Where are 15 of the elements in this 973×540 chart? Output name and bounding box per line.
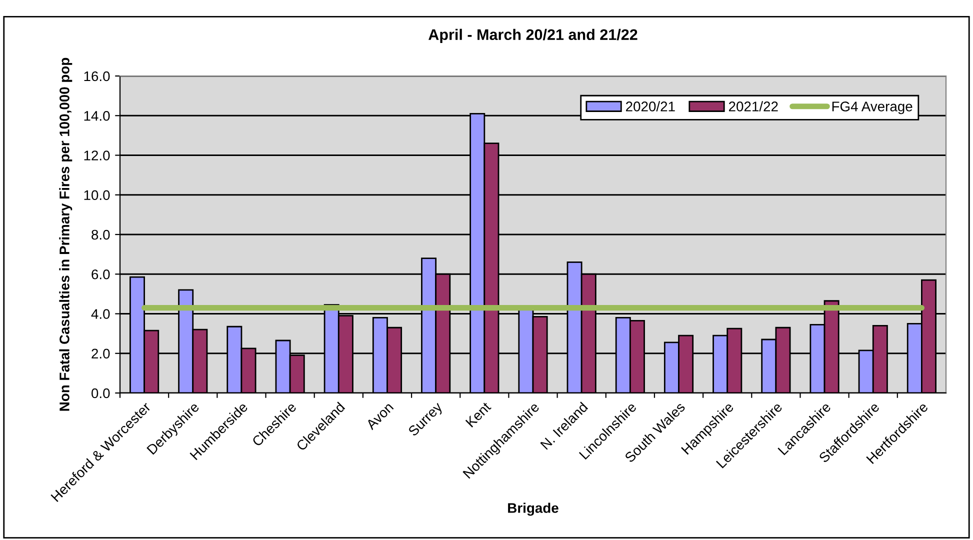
y-tick-label: 12.0 bbox=[84, 150, 110, 160]
x-axis-title: Brigade bbox=[508, 502, 558, 516]
y-tick-label: 0.0 bbox=[92, 388, 110, 398]
y-tick-label: 16.0 bbox=[84, 71, 110, 82]
legend-label: 2020/21 bbox=[626, 101, 675, 112]
y-tick-label: 8.0 bbox=[92, 230, 110, 240]
y-axis-title: Non Fatal Casualties in Primary Fires per 100,000 pop bbox=[59, 58, 72, 411]
y-tick-label: 2.0 bbox=[92, 348, 110, 359]
legend-label: FG4 Average bbox=[832, 102, 912, 114]
legend-label: 2021/22 bbox=[728, 101, 778, 112]
y-tick-label: 6.0 bbox=[92, 269, 110, 280]
y-tick-label: 10.0 bbox=[84, 190, 110, 200]
y-tick-label: 14.0 bbox=[84, 110, 110, 121]
y-tick-label: 4.0 bbox=[91, 309, 110, 319]
chart-title: April - March 20/21 and 21/22 bbox=[428, 28, 638, 44]
